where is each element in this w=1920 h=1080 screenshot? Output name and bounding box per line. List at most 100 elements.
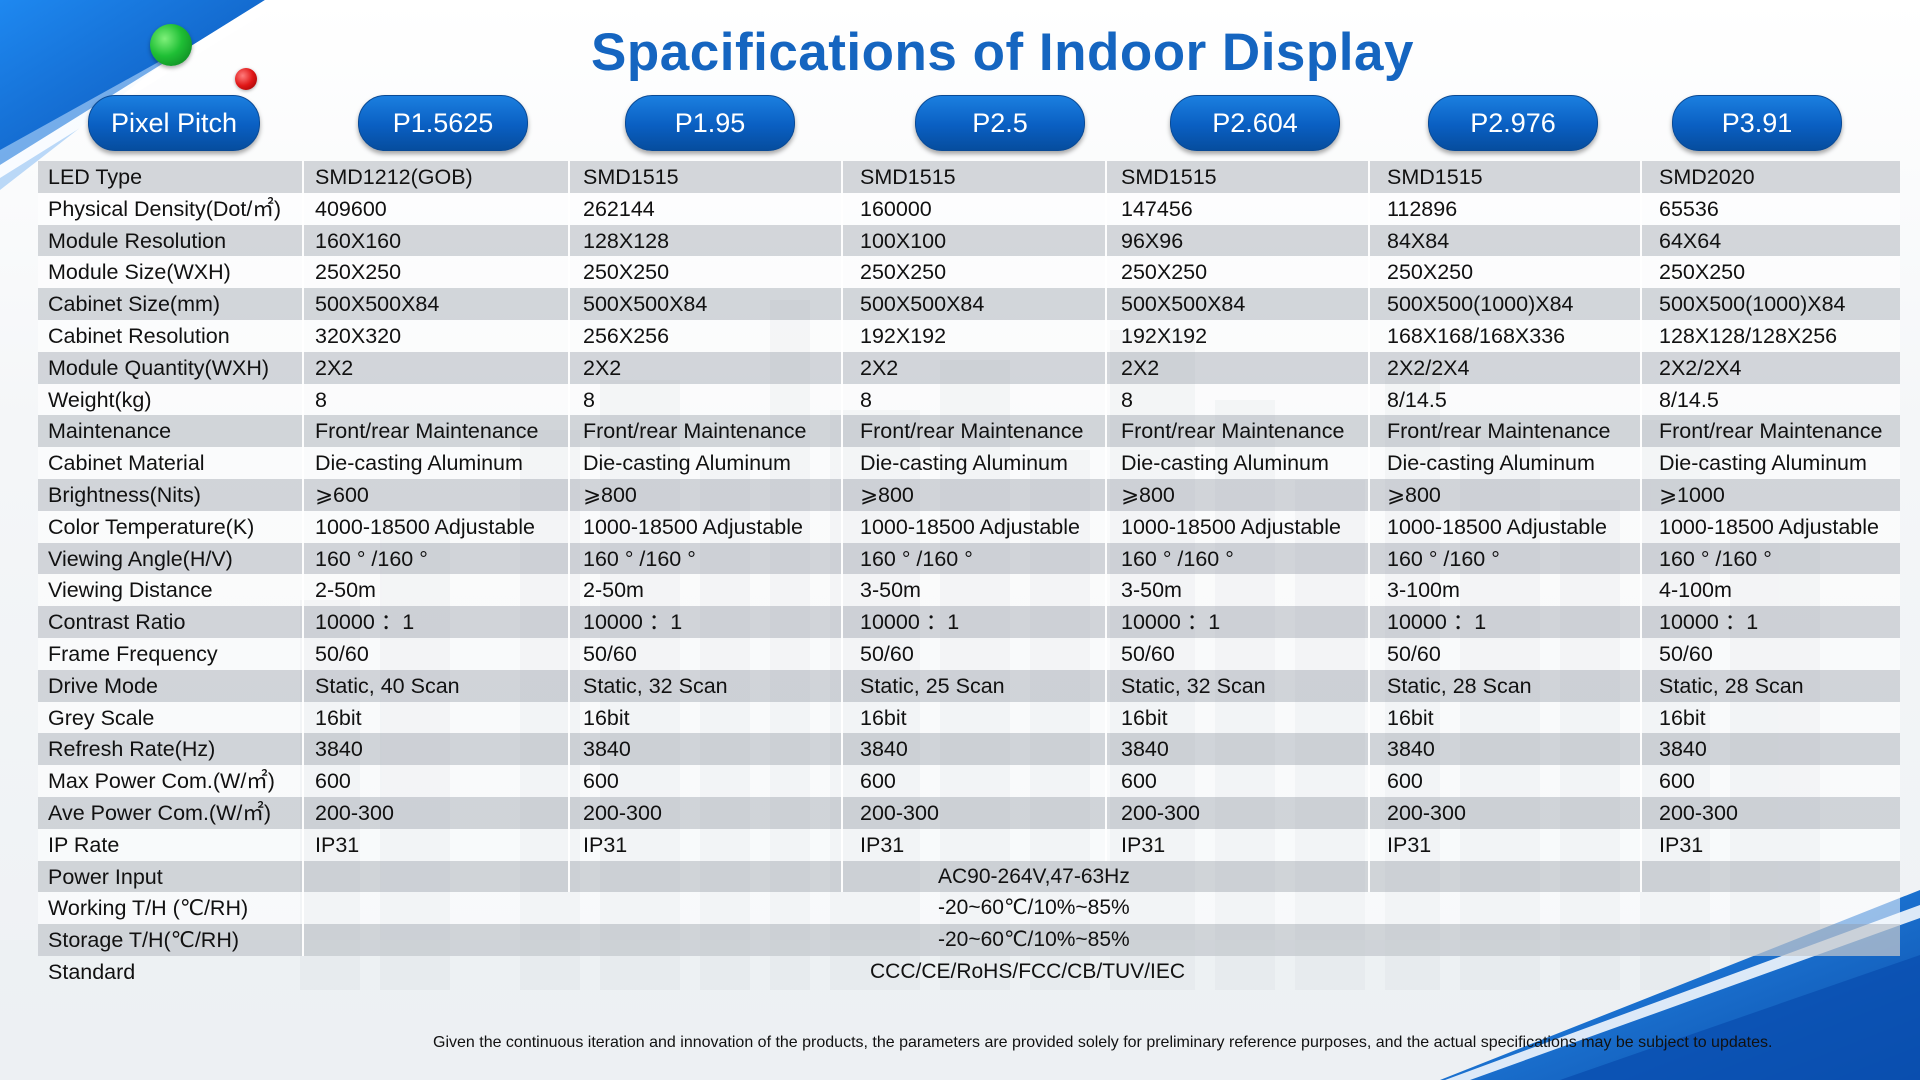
table-cell: 100X100 [860, 228, 947, 253]
model-header-p2-5: P2.5 [915, 95, 1085, 151]
column-divider [1368, 478, 1370, 511]
table-cell: SMD1515 [583, 165, 679, 189]
column-divider [1640, 542, 1642, 575]
column-divider [1368, 510, 1370, 543]
table-cell: Static, 25 Scan [860, 673, 1005, 698]
table-row: LED Type SMD1212(GOB) SMD1515 SMD1515 SMD151… [38, 161, 1900, 193]
column-divider [1368, 383, 1370, 416]
column-divider [1368, 765, 1370, 797]
row-label: Cabinet Material [48, 451, 205, 476]
shared-value: -20~60℃/10%~85% [938, 928, 1130, 952]
column-divider [568, 161, 570, 193]
table-cell: 8 [315, 387, 327, 412]
column-divider [1105, 828, 1107, 861]
column-divider [1368, 447, 1370, 479]
column-divider [841, 351, 843, 384]
column-divider [302, 765, 304, 797]
column-divider [568, 256, 570, 289]
column-divider [568, 319, 570, 352]
table-row: Contrast Ratio 10000 ：1 10000 ：1 10000 ：1 10… [38, 606, 1900, 638]
table-cell: 50/60 [860, 641, 914, 666]
column-divider [1640, 383, 1642, 416]
table-cell: 168X168/168X336 [1387, 323, 1566, 348]
column-divider [302, 224, 304, 257]
table-cell: 200-300 [860, 800, 939, 825]
row-label: Max Power Com.(W/㎡) [48, 769, 275, 794]
table-cell: 10000 ：1 [1659, 610, 1759, 635]
table-row: Physical Density(Dot/㎡) 409600 262144 16000… [38, 192, 1900, 225]
shared-value: -20~60℃/10%~85% [938, 896, 1130, 920]
table-cell: 3840 [315, 737, 363, 762]
row-label: Drive Mode [48, 673, 158, 698]
row-label: Contrast Ratio [48, 610, 186, 635]
column-divider [568, 192, 570, 225]
table-cell: 2X2 [583, 355, 622, 380]
row-label: Frame Frequency [48, 641, 218, 666]
row-label: Grey Scale [48, 705, 155, 730]
table-cell: 160X160 [315, 228, 402, 253]
column-divider [302, 574, 304, 607]
column-divider [568, 415, 570, 448]
table-cell: 160 ° /160 ° [583, 546, 696, 571]
column-divider [302, 383, 304, 416]
column-divider [302, 606, 304, 638]
table-cell: 2X2/2X4 [1659, 355, 1742, 380]
table-cell: Static, 28 Scan [1659, 673, 1804, 698]
table-cell: 600 [1659, 769, 1695, 794]
table-cell: 160 ° /160 ° [860, 546, 973, 571]
table-cell: 160 ° /160 ° [1387, 546, 1500, 571]
table-cell: 16bit [1387, 705, 1434, 730]
column-divider [841, 637, 843, 670]
column-divider [568, 288, 570, 320]
table-cell: 500X500(1000)X84 [1387, 292, 1574, 317]
table-cell: 147456 [1121, 196, 1193, 221]
table-row: Ave Power Com.(W/㎡) 200-300 200-300 200-300… [38, 796, 1900, 829]
green-dot-decoration [150, 24, 192, 66]
table-cell: 10000 ：1 [1121, 610, 1221, 635]
table-cell: 250X250 [1659, 260, 1746, 285]
table-cell: 8 [860, 387, 872, 412]
column-divider [841, 542, 843, 575]
footnote: Given the continuous iteration and innov… [433, 1034, 1773, 1051]
table-cell: 160 ° /160 ° [1659, 546, 1772, 571]
table-cell: Static, 32 Scan [583, 673, 728, 698]
row-label: Brightness(Nits) [48, 482, 201, 507]
column-divider [1105, 510, 1107, 543]
table-cell: 3840 [1121, 737, 1169, 762]
row-label: Working T/H (℃/RH) [48, 896, 249, 921]
column-divider [302, 924, 304, 956]
table-cell: 8/14.5 [1659, 387, 1719, 412]
table-cell: IP31 [1387, 832, 1432, 857]
column-divider [568, 351, 570, 384]
column-divider [1640, 828, 1642, 861]
table-cell: 2X2 [315, 355, 354, 380]
table-cell: 64X64 [1659, 228, 1722, 253]
column-divider [1105, 574, 1107, 607]
table-cell: 3840 [583, 737, 631, 762]
column-divider [568, 606, 570, 638]
table-cell: 16bit [860, 705, 907, 730]
table-cell: 500X500X84 [1121, 292, 1246, 317]
column-divider [302, 447, 304, 479]
column-divider [302, 288, 304, 320]
table-row: Module Quantity(WXH) 2X2 2X2 2X2 2X2 2X2/2X4 2… [38, 351, 1900, 384]
table-cell: 16bit [1659, 705, 1706, 730]
column-divider [841, 288, 843, 320]
table-row: Maintenance Front/rear Maintenance Front/r… [38, 415, 1900, 448]
column-divider [568, 765, 570, 797]
column-divider [1640, 637, 1642, 670]
column-divider [302, 256, 304, 289]
column-divider [1368, 733, 1370, 766]
table-cell: 262144 [583, 196, 655, 221]
table-cell: 128X128 [583, 228, 670, 253]
table-cell: SMD2020 [1659, 165, 1755, 189]
table-cell: 250X250 [583, 260, 670, 285]
column-divider [1368, 161, 1370, 193]
table-cell: 3840 [860, 737, 908, 762]
table-cell: 409600 [315, 196, 387, 221]
column-divider [302, 415, 304, 448]
column-divider [568, 669, 570, 702]
table-cell: 84X84 [1387, 228, 1450, 253]
table-row: IP Rate IP31 IP31 IP31 IP31 IP31 IP31 [38, 828, 1900, 861]
